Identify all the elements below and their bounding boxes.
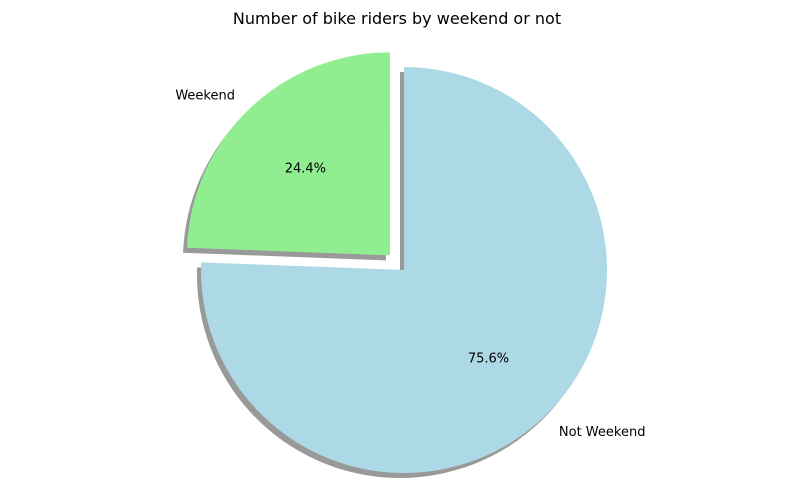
chart-title: Number of bike riders by weekend or not: [233, 9, 561, 28]
percent-label-weekend: 24.4%: [285, 162, 326, 177]
percent-label-not-weekend: 75.6%: [468, 352, 509, 367]
slice-label-not-weekend: Not Weekend: [559, 425, 646, 440]
slice-layer: [187, 52, 607, 473]
pie-slice-weekend: [187, 52, 390, 256]
label-layer: Weekend 24.4% Not Weekend 75.6%: [175, 89, 645, 440]
slice-label-weekend: Weekend: [175, 89, 235, 104]
pie-slice-not-weekend: [200, 67, 607, 473]
